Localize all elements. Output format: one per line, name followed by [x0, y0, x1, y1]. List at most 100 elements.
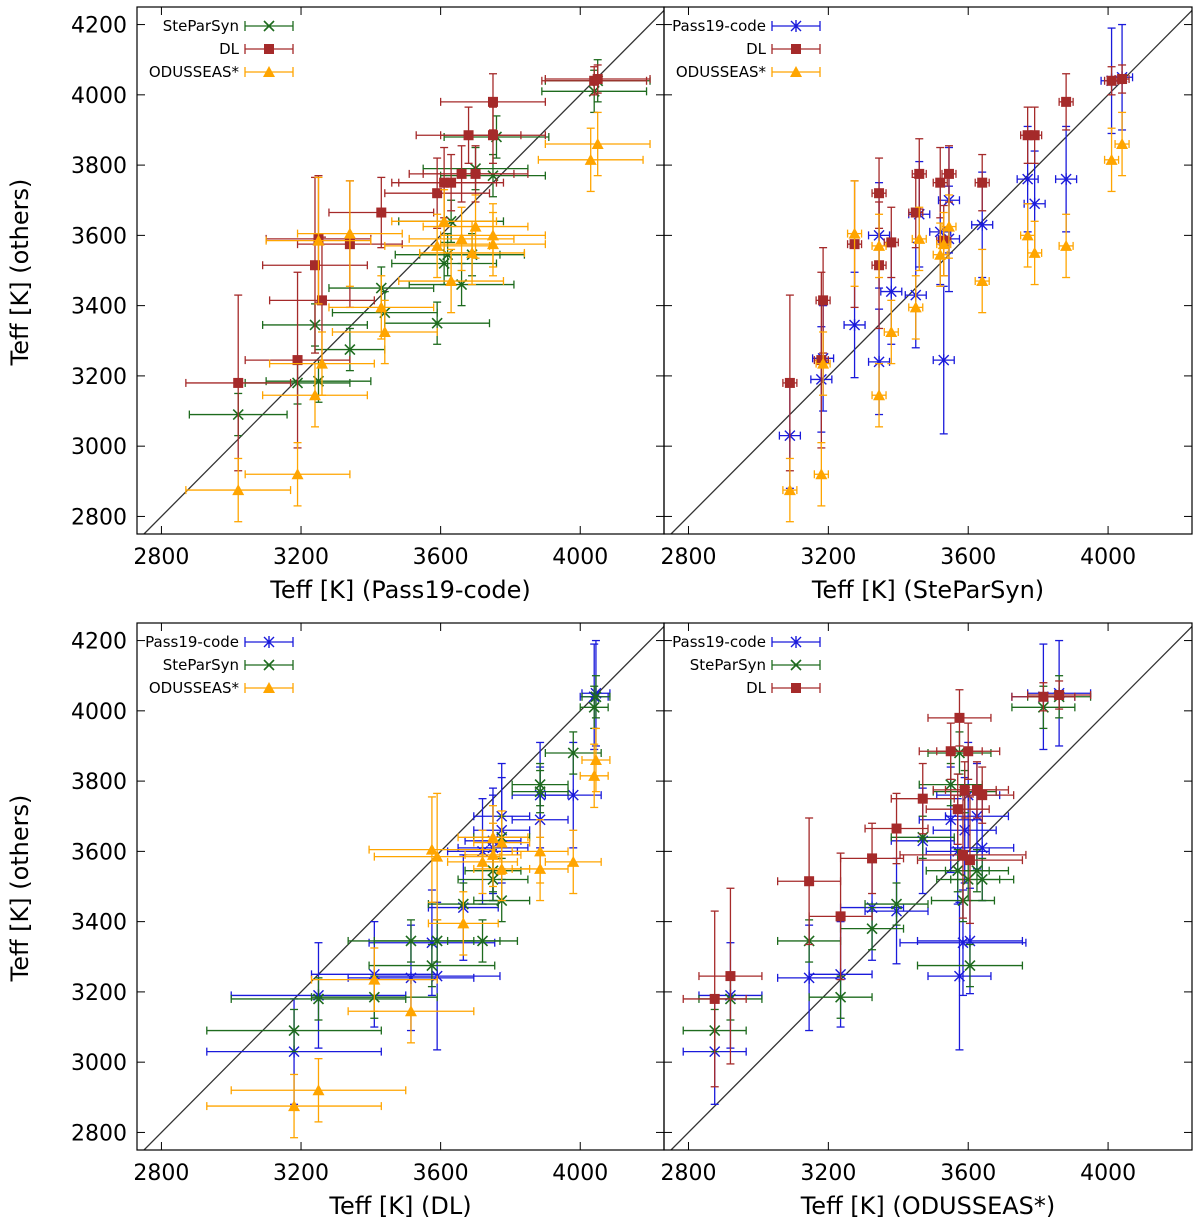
point-marker: [917, 793, 928, 804]
x-tick-label: 3200: [800, 545, 856, 570]
point-marker: [291, 468, 304, 480]
point-marker: [343, 227, 356, 239]
x-tick-label: 2800: [133, 545, 189, 570]
data-point-steparsyn: [864, 882, 929, 926]
legend-label: ODUSSEAS*: [149, 63, 240, 81]
legend-label: Pass19-code: [672, 633, 766, 651]
point-marker: [233, 377, 244, 388]
data-point-steparsyn: [206, 1008, 382, 1053]
legend-entry: SteParSyn: [690, 656, 821, 674]
legend-marker: [790, 636, 802, 648]
data-point-odusseas: [544, 111, 651, 177]
data-point-dl: [883, 206, 899, 279]
point-marker: [910, 207, 921, 218]
data-point-odusseas: [871, 362, 887, 428]
data-point-steparsyn: [808, 975, 873, 1019]
data-point-dl: [328, 176, 435, 249]
legend: Pass19-code DL ODUSSEAS*: [672, 17, 821, 81]
x-axis-title: Teff [K] (SteParSyn): [811, 576, 1044, 604]
legend-marker: [790, 20, 802, 32]
point-marker: [1061, 96, 1072, 107]
point-marker: [885, 285, 897, 298]
point-marker: [909, 301, 922, 313]
legend-marker: [791, 44, 801, 54]
data-point-steparsyn: [916, 943, 1024, 988]
identity-line: [143, 10, 664, 534]
legend: Pass19-code SteParSyn ODUSSEAS*: [145, 633, 294, 697]
point-marker: [486, 238, 499, 250]
point-marker: [487, 96, 498, 107]
data-point-odusseas: [427, 891, 499, 956]
data-point-odusseas: [932, 222, 948, 287]
point-marker: [866, 923, 878, 935]
point-marker: [937, 238, 950, 250]
point-marker: [476, 935, 489, 947]
data-point-dl: [1058, 73, 1074, 131]
data-point-steparsyn: [944, 848, 1010, 893]
x-tick-label: 3200: [273, 1161, 329, 1186]
plot-frame: [136, 622, 665, 1151]
data-point-odusseas: [347, 978, 475, 1044]
data-point-odusseas: [268, 331, 375, 396]
legend-entry: Pass19-code: [672, 633, 821, 651]
x-tick-label: 2800: [660, 1161, 716, 1186]
data-point-dl: [916, 796, 1024, 925]
point-marker: [1106, 75, 1117, 86]
point-marker: [567, 747, 579, 759]
y-tick-label: 3600: [71, 224, 127, 249]
data-point-dl: [544, 64, 651, 94]
data-point-odusseas: [1103, 127, 1120, 193]
data-point-steparsyn: [890, 815, 955, 860]
data-point-steparsyn: [446, 919, 519, 963]
point-marker: [592, 74, 603, 85]
point-marker: [1060, 173, 1072, 186]
point-marker: [315, 357, 328, 369]
series-group: [185, 59, 651, 523]
point-marker: [835, 911, 846, 922]
legend-entry: DL: [746, 679, 821, 697]
data-point-steparsyn: [384, 301, 491, 345]
data-point-steparsyn: [368, 943, 496, 988]
data-point-odusseas: [296, 180, 403, 287]
y-tick-label: 4000: [71, 700, 127, 725]
data-point-odusseas: [544, 829, 602, 895]
data-point-odusseas: [941, 194, 957, 259]
identity-line: [670, 626, 1192, 1150]
y-tick-label: 3800: [71, 154, 127, 179]
data-point-dl: [698, 887, 763, 1065]
data-point-odusseas: [439, 211, 546, 277]
ylabel-top: Teff [K] (others): [6, 179, 34, 367]
x-axis-title: Teff [K] (DL): [328, 1192, 471, 1220]
data-point-odusseas: [328, 275, 435, 340]
plot-frame: [663, 622, 1193, 1151]
legend-entry: ODUSSEAS*: [676, 63, 821, 81]
data-point-odusseas: [908, 275, 924, 340]
point-marker: [534, 862, 547, 874]
point-marker: [588, 769, 601, 781]
data-point-dl: [261, 176, 368, 354]
point-marker: [913, 232, 926, 244]
data-point-odusseas: [1058, 213, 1074, 279]
data-point-odusseas: [265, 176, 372, 305]
data-point-odusseas: [419, 220, 526, 286]
point-marker: [953, 747, 966, 759]
data-point-dl: [936, 722, 1001, 780]
point-marker: [1029, 197, 1041, 210]
legend-label: Pass19-code: [672, 17, 766, 35]
point-marker: [470, 168, 481, 179]
plot-frame: [663, 6, 1193, 535]
point-marker: [312, 1084, 325, 1096]
data-point-steparsyn: [950, 857, 1015, 902]
identity-line: [670, 10, 1192, 534]
point-marker: [308, 389, 321, 401]
point-marker: [1116, 138, 1129, 150]
legend-label: SteParSyn: [690, 656, 766, 674]
point-marker: [1117, 74, 1128, 85]
point-marker: [954, 712, 965, 723]
legend-entry: DL: [746, 40, 821, 58]
data-point-steparsyn: [314, 327, 386, 372]
point-marker: [312, 993, 325, 1005]
data-point-odusseas: [206, 1073, 382, 1139]
y-tick-label: 4000: [71, 84, 127, 109]
point-marker: [590, 691, 602, 703]
